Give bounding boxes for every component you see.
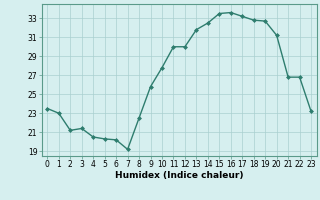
X-axis label: Humidex (Indice chaleur): Humidex (Indice chaleur) [115,171,244,180]
